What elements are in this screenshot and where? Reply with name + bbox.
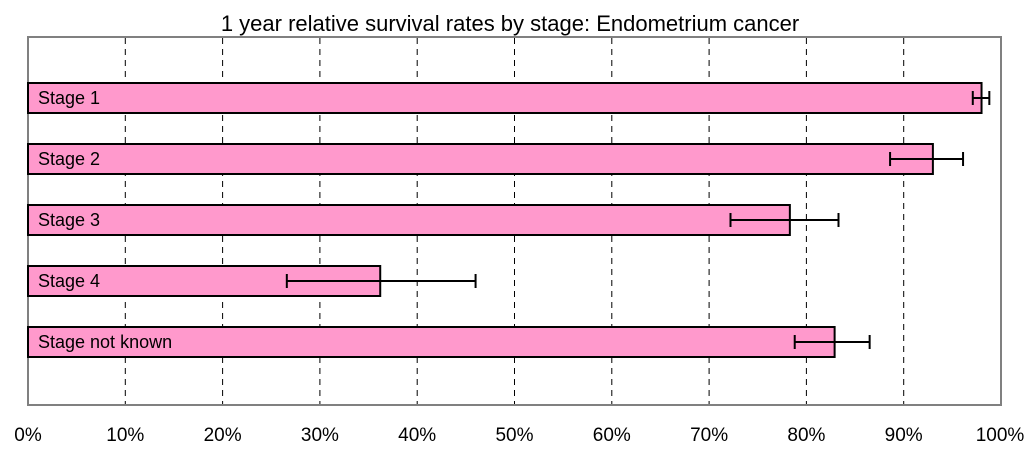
bar-label: Stage 3 xyxy=(38,210,100,230)
error-bars xyxy=(285,91,991,349)
chart-title: 1 year relative survival rates by stage:… xyxy=(221,11,799,36)
bar-label: Stage 4 xyxy=(38,271,100,291)
bar xyxy=(27,204,791,236)
x-tick-label: 60% xyxy=(593,425,631,446)
bar xyxy=(27,326,836,358)
x-tick-label: 50% xyxy=(495,425,533,446)
x-tick-label: 0% xyxy=(14,425,42,446)
x-tick-label: 100% xyxy=(976,425,1025,446)
x-tick-label: 40% xyxy=(398,425,436,446)
bar xyxy=(27,82,983,114)
x-tick-label: 10% xyxy=(106,425,144,446)
bar-labels: Stage 1 Stage 2 Stage 3 Stage 4 Stage not kn… xyxy=(38,88,172,352)
x-tick-label: 70% xyxy=(690,425,728,446)
x-axis-ticks: 0% 10% 20% 30% 40% 50% 60% 70% 80% 90% 100% xyxy=(14,425,1024,446)
x-tick-label: 30% xyxy=(301,425,339,446)
bar-label: Stage not known xyxy=(38,332,172,352)
x-tick-label: 20% xyxy=(204,425,242,446)
bar xyxy=(27,143,934,175)
x-tick-label: 80% xyxy=(787,425,825,446)
bar-label: Stage 1 xyxy=(38,88,100,108)
x-tick-label: 90% xyxy=(885,425,923,446)
bar-label: Stage 2 xyxy=(38,149,100,169)
